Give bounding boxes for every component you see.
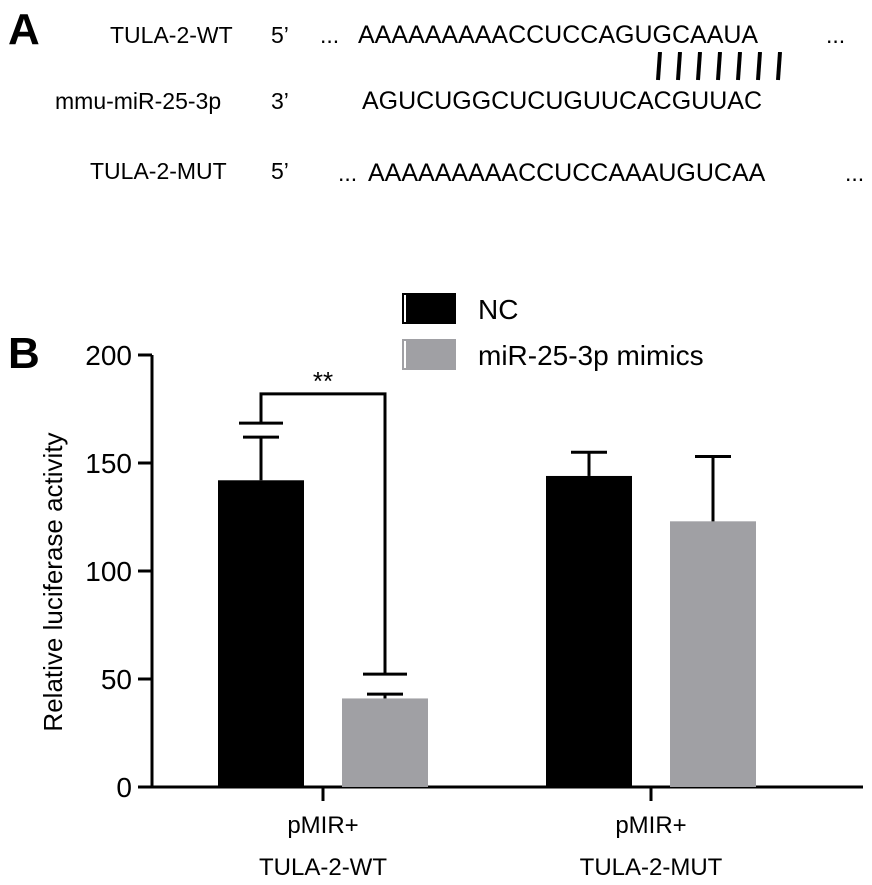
- x-tick-label: TULA-2-MUT: [580, 854, 723, 881]
- legend-label: NC: [478, 294, 518, 325]
- base-pairing-lines: [650, 51, 790, 87]
- sequence-name: mmu-miR-25-3p: [55, 88, 222, 114]
- bar: [670, 521, 756, 787]
- y-axis-label: Relative luciferase activity: [38, 432, 68, 731]
- pairing-line: [656, 51, 662, 81]
- y-axis: 0 50 100 150 200: [85, 340, 154, 803]
- legend-label: miR-25-3p mimics: [478, 340, 704, 371]
- bar: [546, 475, 632, 787]
- legend-swatch: [402, 339, 456, 370]
- pairing-line: [736, 51, 742, 81]
- significance-label: **: [313, 366, 333, 396]
- y-tick-label: 50: [101, 664, 132, 695]
- y-tick-label: 150: [85, 448, 132, 479]
- sequence-trail: ...: [826, 22, 846, 48]
- pairing-line: [696, 51, 702, 81]
- bracket-line: [259, 392, 387, 675]
- panel-b-label: B: [8, 329, 40, 378]
- significance-bracket: **: [239, 366, 407, 676]
- sequence-lead: ...: [338, 160, 358, 186]
- x-tick-label: pMIR+: [615, 812, 686, 839]
- sequence-text: AAAAAAAAACCUCCAAAUGUCAA: [368, 159, 766, 187]
- sequence-text: AAAAAAAAACCUCCAGUGCAAUA: [358, 21, 759, 49]
- x-tick-label: pMIR+: [287, 812, 358, 839]
- x-axis: pMIR+ TULA-2-WT pMIR+ TULA-2-MUT: [150, 785, 863, 881]
- sequence-end: 5’: [271, 158, 289, 184]
- sequence-name: TULA-2-MUT: [90, 158, 227, 184]
- legend: NC miR-25-3p mimics: [402, 293, 704, 371]
- bar: [218, 480, 304, 787]
- y-tick-label: 0: [116, 772, 132, 803]
- bars: [218, 475, 756, 787]
- pairing-line: [716, 51, 722, 81]
- y-tick-label: 100: [85, 556, 132, 587]
- y-tick-label: 200: [85, 340, 132, 371]
- x-tick-label: TULA-2-WT: [259, 854, 387, 881]
- sequence-end: 3’: [271, 88, 289, 114]
- error-bars: [243, 435, 731, 699]
- sequence-name: TULA-2-WT: [110, 22, 233, 48]
- legend-swatch: [402, 293, 456, 324]
- sequence-text: AGUCUGGCUCUGUUCACGUUAC: [362, 87, 763, 115]
- sequence-lead: ...: [320, 22, 340, 48]
- sequence-end: 5’: [271, 22, 289, 48]
- bar: [342, 698, 428, 787]
- sequence-trail: ...: [845, 160, 865, 186]
- panel-a-label: A: [8, 5, 40, 54]
- pairing-line: [676, 51, 682, 81]
- pairing-line: [776, 51, 782, 81]
- pairing-line: [756, 51, 762, 81]
